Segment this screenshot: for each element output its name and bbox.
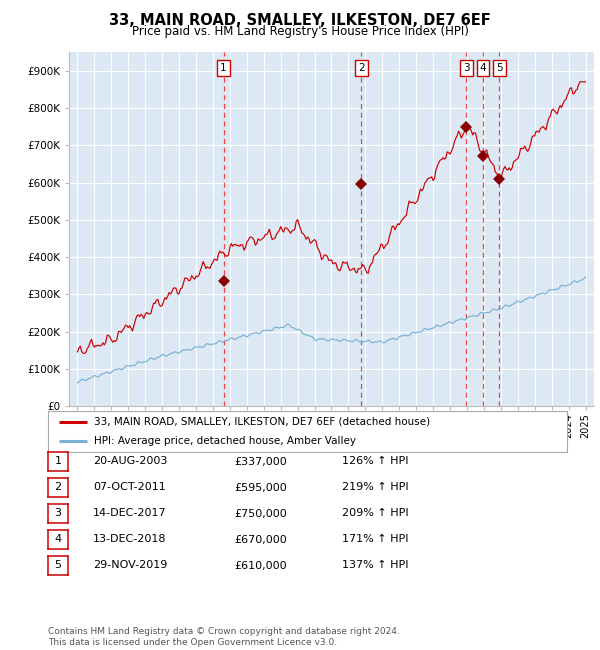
Text: 1: 1 (220, 63, 227, 73)
Text: 20-AUG-2003: 20-AUG-2003 (93, 456, 167, 467)
Text: 1: 1 (55, 456, 61, 467)
Text: 2: 2 (55, 482, 61, 493)
Text: 219% ↑ HPI: 219% ↑ HPI (342, 482, 409, 493)
Text: £750,000: £750,000 (234, 508, 287, 519)
Text: 209% ↑ HPI: 209% ↑ HPI (342, 508, 409, 519)
Text: 2: 2 (358, 63, 365, 73)
Text: 29-NOV-2019: 29-NOV-2019 (93, 560, 167, 571)
Text: 14-DEC-2017: 14-DEC-2017 (93, 508, 167, 519)
Text: 33, MAIN ROAD, SMALLEY, ILKESTON, DE7 6EF (detached house): 33, MAIN ROAD, SMALLEY, ILKESTON, DE7 6E… (94, 417, 430, 427)
Text: £670,000: £670,000 (234, 534, 287, 545)
Text: 5: 5 (55, 560, 61, 571)
Text: 137% ↑ HPI: 137% ↑ HPI (342, 560, 409, 571)
Text: 126% ↑ HPI: 126% ↑ HPI (342, 456, 409, 467)
Text: 4: 4 (480, 63, 487, 73)
Text: Contains HM Land Registry data © Crown copyright and database right 2024.
This d: Contains HM Land Registry data © Crown c… (48, 627, 400, 647)
Text: 3: 3 (463, 63, 470, 73)
Text: 33, MAIN ROAD, SMALLEY, ILKESTON, DE7 6EF: 33, MAIN ROAD, SMALLEY, ILKESTON, DE7 6E… (109, 13, 491, 28)
Text: 3: 3 (55, 508, 61, 519)
Text: £595,000: £595,000 (234, 482, 287, 493)
Text: Price paid vs. HM Land Registry's House Price Index (HPI): Price paid vs. HM Land Registry's House … (131, 25, 469, 38)
Text: £337,000: £337,000 (234, 456, 287, 467)
Text: HPI: Average price, detached house, Amber Valley: HPI: Average price, detached house, Ambe… (94, 436, 356, 446)
Text: 171% ↑ HPI: 171% ↑ HPI (342, 534, 409, 545)
Text: 4: 4 (55, 534, 61, 545)
Text: 13-DEC-2018: 13-DEC-2018 (93, 534, 167, 545)
Text: 5: 5 (496, 63, 503, 73)
Text: 07-OCT-2011: 07-OCT-2011 (93, 482, 166, 493)
Text: £610,000: £610,000 (234, 560, 287, 571)
